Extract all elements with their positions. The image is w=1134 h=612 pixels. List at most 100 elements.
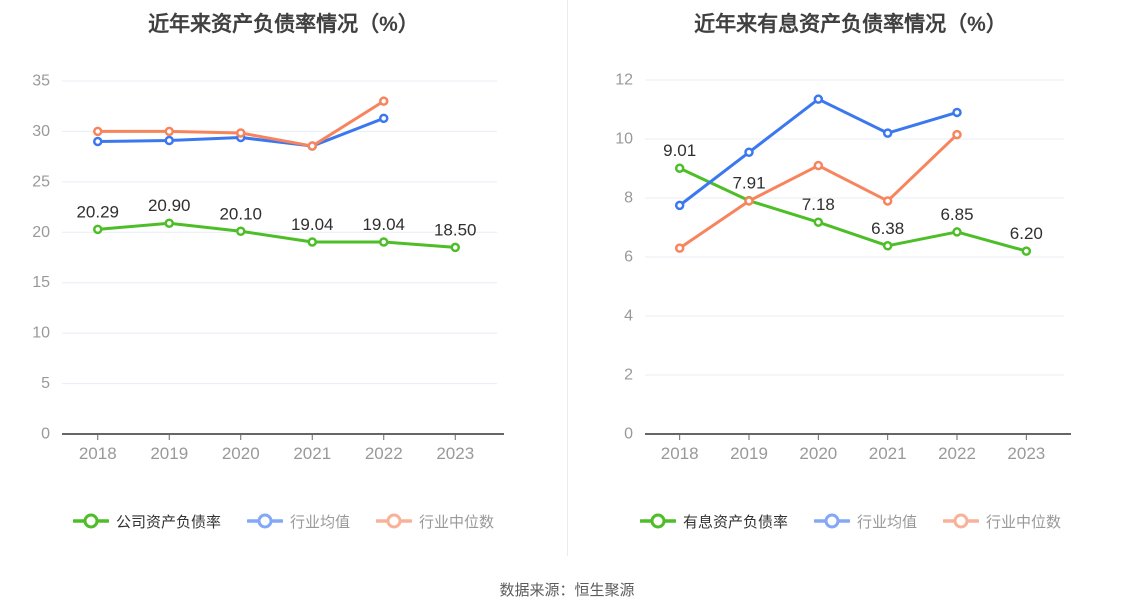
data-point-marker[interactable]: [813, 217, 824, 227]
legend-item-0[interactable]: 公司资产负债率: [72, 511, 221, 532]
legend-line-marker-icon: [813, 513, 850, 529]
data-point-marker[interactable]: [882, 128, 893, 138]
data-point-marker[interactable]: [379, 113, 389, 124]
legend-line-marker-icon: [72, 513, 109, 529]
legend-item-1[interactable]: 行业均值: [813, 511, 917, 532]
data-point-marker[interactable]: [450, 242, 460, 253]
data-point-marker[interactable]: [307, 141, 317, 151]
y-axis-tick-label: 6: [624, 249, 633, 266]
data-point-marker[interactable]: [164, 135, 174, 146]
legend-asset-liability: 公司资产负债率 行业均值 行业中位数: [0, 506, 567, 536]
y-axis-tick-label: 30: [32, 123, 50, 140]
data-point-marker[interactable]: [307, 237, 317, 247]
legend-item-label: 行业中位数: [419, 513, 495, 531]
y-axis-tick-label: 12: [615, 72, 633, 89]
data-point-label: 19.04: [362, 215, 405, 234]
series-line-2: [678, 133, 959, 250]
data-point-label: 6.38: [871, 219, 904, 238]
data-point-marker[interactable]: [882, 196, 893, 206]
data-point-marker[interactable]: [744, 196, 754, 206]
data-point-marker[interactable]: [1021, 246, 1032, 256]
y-axis-tick-label: 0: [41, 426, 50, 443]
x-axis-category-label: 2021: [869, 444, 907, 463]
data-point-marker[interactable]: [882, 241, 893, 251]
legend-item-label: 行业中位数: [986, 513, 1062, 531]
y-axis-tick-label: 15: [32, 274, 50, 291]
x-axis-category-label: 2023: [436, 444, 474, 463]
y-axis-tick-label: 20: [32, 224, 50, 241]
legend-line-marker-icon: [246, 513, 283, 529]
data-point-label: 6.85: [940, 205, 973, 224]
data-point-marker[interactable]: [93, 126, 103, 137]
data-point-label: 20.29: [76, 202, 119, 221]
y-axis-tick-label: 8: [624, 190, 633, 207]
x-axis-category-label: 2021: [293, 444, 331, 463]
y-axis-tick-label: 4: [624, 308, 633, 325]
data-source-caption: 数据来源：恒生聚源: [499, 582, 635, 599]
legend-line-marker-icon: [376, 513, 412, 529]
legend-item-2[interactable]: 行业中位数: [376, 511, 494, 532]
chart-panel-interest-bearing-ratio: 近年来有息资产负债率情况（%） 0 2 4 6 8 10 12 2018 2019 2020 202…: [567, 0, 1134, 556]
data-point-marker[interactable]: [674, 200, 685, 211]
data-point-marker[interactable]: [236, 128, 246, 138]
legend-interest-bearing: 有息资产负债率 行业均值 行业中位数: [567, 506, 1134, 536]
legend-item-label: 行业均值: [289, 513, 350, 531]
data-point-marker[interactable]: [674, 163, 685, 173]
x-axis-category-label: 2019: [150, 444, 188, 463]
data-point-marker[interactable]: [164, 126, 174, 137]
data-point-marker[interactable]: [952, 129, 962, 140]
legend-item-1[interactable]: 行业均值: [246, 511, 350, 532]
data-point-label: 6.20: [1010, 224, 1043, 243]
data-point-marker[interactable]: [379, 96, 389, 106]
data-point-marker[interactable]: [744, 147, 754, 158]
y-axis-tick-label: 10: [615, 131, 633, 148]
legend-item-label: 行业均值: [856, 513, 917, 531]
series-line-0: [678, 166, 1028, 253]
data-point-marker[interactable]: [813, 94, 824, 104]
chart-title-asset-liability: 近年来资产负债率情况（%）: [148, 13, 419, 36]
x-axis-category-label: 2018: [79, 444, 117, 463]
x-axis-category-label: 2019: [730, 444, 768, 463]
legend-item-2[interactable]: 行业中位数: [943, 511, 1061, 532]
data-point-marker[interactable]: [952, 107, 962, 118]
data-point-marker[interactable]: [236, 226, 246, 237]
x-axis-category-label: 2022: [365, 444, 403, 463]
line-chart-asset-liability-ratio[interactable]: 0 5 10 15 20 25 30 35 2018 2019 2020 2021 2022 2023 20…: [0, 0, 567, 478]
chart-title-interest-bearing: 近年来有息资产负债率情况（%）: [694, 13, 1007, 36]
data-point-marker[interactable]: [952, 227, 962, 237]
series-line-0: [96, 221, 457, 249]
data-point-marker[interactable]: [379, 237, 389, 247]
data-point-label: 19.04: [291, 215, 334, 234]
data-point-label: 18.50: [434, 220, 477, 239]
y-axis-tick-label: 2: [624, 367, 633, 384]
x-axis-category-label: 2020: [799, 444, 837, 463]
y-axis-tick-label: 10: [32, 325, 50, 342]
data-point-label: 7.91: [732, 174, 765, 193]
chart-panel-asset-liability-ratio: 近年来资产负债率情况（%） 0 5 10 15 20 25 30 35 2018 2019 2020…: [0, 0, 567, 556]
x-axis-category-label: 2023: [1007, 444, 1045, 463]
data-point-label: 9.01: [663, 141, 696, 160]
legend-item-label: 有息资产负债率: [682, 513, 788, 531]
y-axis-tick-label: 0: [624, 426, 633, 443]
data-point-marker[interactable]: [674, 243, 685, 253]
x-axis-category-label: 2022: [938, 444, 976, 463]
x-axis-category-label: 2018: [661, 444, 699, 463]
data-point-label: 7.18: [802, 195, 835, 214]
x-axis-category-label: 2020: [222, 444, 260, 463]
legend-line-marker-icon: [639, 513, 676, 529]
series-line-1: [678, 97, 959, 207]
data-point-marker[interactable]: [813, 160, 824, 171]
data-point-marker[interactable]: [93, 136, 103, 147]
data-point-marker[interactable]: [164, 218, 174, 228]
data-point-label: 20.90: [148, 196, 191, 215]
line-chart-interest-bearing-ratio[interactable]: 0 2 4 6 8 10 12 2018 2019 2020 2021 2022 2023 9.01 7.9…: [567, 0, 1134, 478]
legend-item-0[interactable]: 有息资产负债率: [639, 511, 788, 532]
panel-divider: [567, 0, 568, 556]
y-axis-tick-label: 35: [32, 73, 50, 90]
y-axis-tick-label: 5: [41, 375, 50, 392]
data-point-marker[interactable]: [93, 224, 103, 235]
y-axis-tick-label: 25: [32, 173, 50, 190]
legend-item-label: 公司资产负债率: [115, 513, 221, 531]
data-point-label: 20.10: [219, 204, 262, 223]
